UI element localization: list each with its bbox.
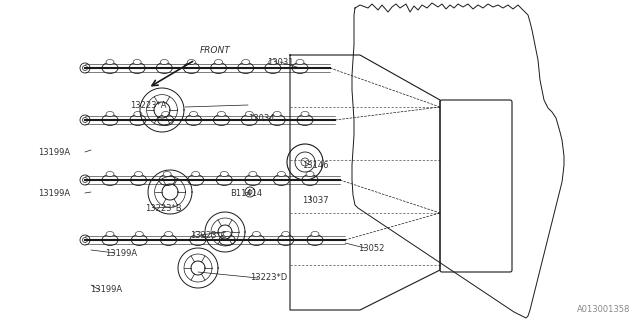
Ellipse shape	[278, 235, 294, 245]
Ellipse shape	[189, 111, 198, 116]
Ellipse shape	[159, 174, 175, 186]
Ellipse shape	[252, 231, 260, 236]
Ellipse shape	[130, 115, 146, 125]
Ellipse shape	[102, 115, 118, 125]
Ellipse shape	[131, 174, 147, 186]
Ellipse shape	[157, 115, 173, 125]
Ellipse shape	[301, 111, 309, 116]
Ellipse shape	[219, 235, 235, 245]
Ellipse shape	[273, 174, 289, 186]
Ellipse shape	[269, 60, 277, 65]
Ellipse shape	[245, 174, 261, 186]
Ellipse shape	[184, 62, 200, 74]
Ellipse shape	[296, 60, 304, 65]
Text: 13223*B: 13223*B	[145, 204, 182, 212]
Ellipse shape	[194, 231, 202, 236]
Ellipse shape	[241, 115, 257, 125]
Ellipse shape	[211, 62, 227, 74]
Text: 13199A: 13199A	[38, 148, 70, 156]
Ellipse shape	[192, 172, 200, 177]
Ellipse shape	[297, 115, 313, 125]
Ellipse shape	[218, 111, 225, 116]
Ellipse shape	[134, 172, 143, 177]
Ellipse shape	[102, 235, 118, 245]
Text: 13223*D: 13223*D	[250, 274, 287, 283]
Ellipse shape	[190, 235, 206, 245]
Text: 13199A: 13199A	[90, 285, 122, 294]
Ellipse shape	[216, 174, 232, 186]
Ellipse shape	[160, 60, 168, 65]
Ellipse shape	[188, 174, 204, 186]
Ellipse shape	[273, 111, 281, 116]
Ellipse shape	[133, 60, 141, 65]
Text: 13223*A: 13223*A	[130, 100, 166, 109]
Ellipse shape	[131, 235, 147, 245]
Ellipse shape	[269, 115, 285, 125]
Ellipse shape	[162, 111, 170, 116]
Text: 13146: 13146	[302, 161, 328, 170]
Ellipse shape	[156, 62, 172, 74]
Text: B11414: B11414	[230, 188, 262, 197]
Ellipse shape	[302, 174, 318, 186]
Ellipse shape	[214, 60, 223, 65]
Ellipse shape	[134, 111, 142, 116]
Ellipse shape	[249, 172, 257, 177]
Text: 13052: 13052	[358, 244, 385, 252]
Ellipse shape	[292, 62, 308, 74]
Text: 13031: 13031	[267, 58, 294, 67]
Text: 13034: 13034	[248, 114, 275, 123]
Ellipse shape	[164, 231, 173, 236]
Text: 13199A: 13199A	[38, 188, 70, 197]
Ellipse shape	[129, 62, 145, 74]
Ellipse shape	[102, 174, 118, 186]
Ellipse shape	[223, 231, 231, 236]
Ellipse shape	[161, 235, 177, 245]
Ellipse shape	[186, 115, 202, 125]
Ellipse shape	[311, 231, 319, 236]
Ellipse shape	[102, 62, 118, 74]
Ellipse shape	[307, 235, 323, 245]
Ellipse shape	[106, 172, 114, 177]
Text: FRONT: FRONT	[200, 46, 231, 55]
Ellipse shape	[306, 172, 314, 177]
Ellipse shape	[248, 235, 264, 245]
Ellipse shape	[277, 172, 285, 177]
Ellipse shape	[188, 60, 195, 65]
Ellipse shape	[242, 60, 250, 65]
Ellipse shape	[106, 231, 114, 236]
Ellipse shape	[106, 111, 114, 116]
Ellipse shape	[237, 62, 253, 74]
Text: A013001358: A013001358	[577, 305, 630, 314]
Text: 13223*C: 13223*C	[190, 230, 227, 239]
Ellipse shape	[135, 231, 143, 236]
Ellipse shape	[213, 115, 229, 125]
Ellipse shape	[163, 172, 171, 177]
Ellipse shape	[245, 111, 253, 116]
Text: 13199A: 13199A	[105, 249, 137, 258]
Ellipse shape	[106, 60, 114, 65]
Ellipse shape	[220, 172, 228, 177]
Ellipse shape	[265, 62, 281, 74]
Ellipse shape	[282, 231, 290, 236]
Text: 13037: 13037	[302, 196, 328, 204]
